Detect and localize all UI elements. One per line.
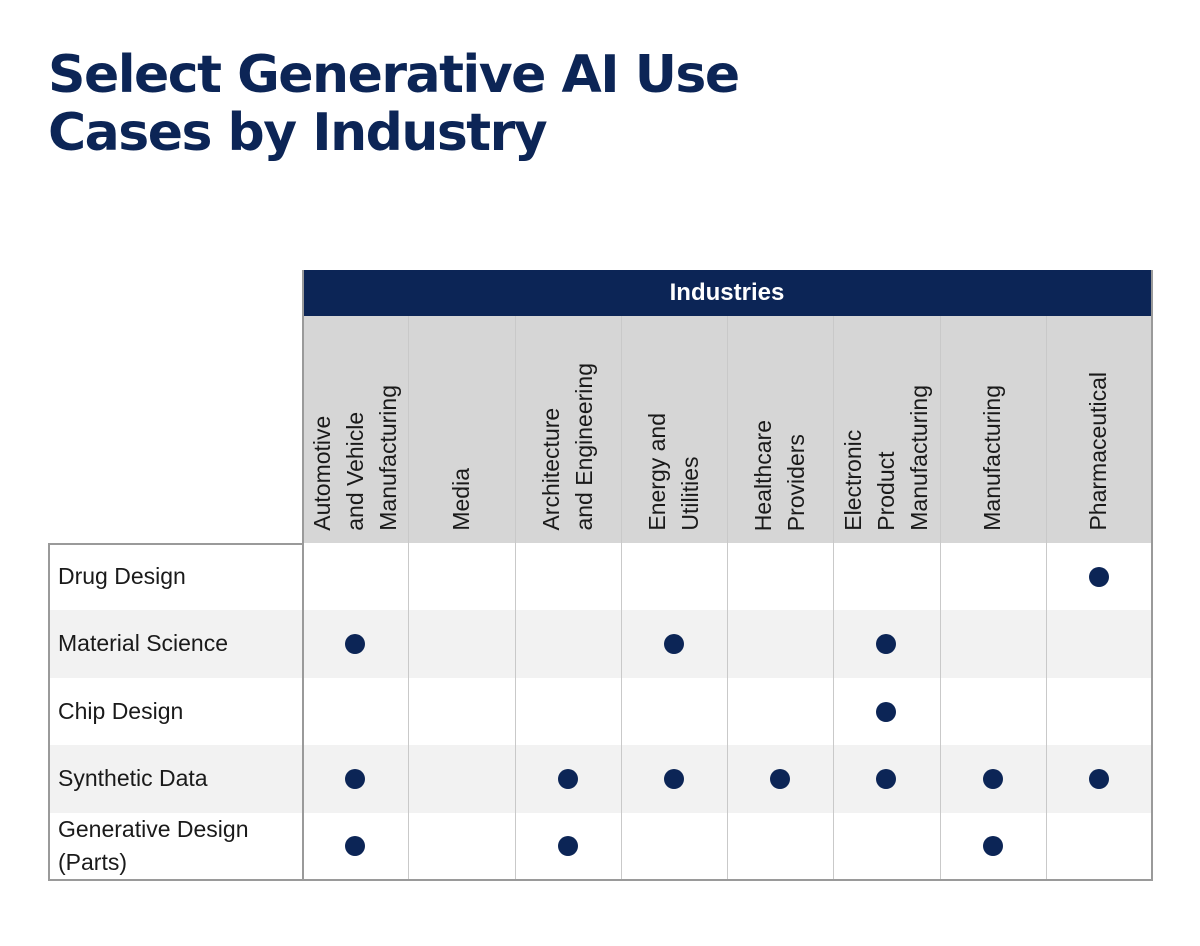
- use-case-dot: [663, 634, 684, 655]
- use-case-dot: [345, 768, 366, 789]
- column-header: Automotive and Vehicle Manufacturing: [302, 316, 408, 543]
- use-case-dot: [1088, 768, 1109, 789]
- column-header-line: Providers: [783, 433, 809, 531]
- row-label-text: Synthetic Data: [58, 762, 208, 795]
- column-header-line: Utilities: [676, 456, 703, 531]
- row-label-text: Material Science: [58, 627, 228, 660]
- use-case-dot: [876, 768, 897, 789]
- column-header: Architecture and Engineering: [515, 316, 621, 543]
- column-header-line: Manufacturing: [979, 385, 1005, 531]
- column-header: Energy and Utilities: [621, 316, 727, 543]
- column-header: Electronic Product Manufacturing: [833, 316, 939, 543]
- column-header-label: Energy and Utilities: [641, 413, 707, 531]
- column-header-line: Automotive: [308, 415, 335, 531]
- use-case-dot: [876, 701, 897, 722]
- page-title: Select Generative AI Use Cases by Indust…: [48, 46, 948, 162]
- column-header-line: Media: [447, 468, 474, 531]
- row-label: Synthetic Data: [58, 745, 298, 812]
- use-case-dot: [982, 836, 1003, 857]
- column-header-line: and Vehicle: [341, 412, 368, 531]
- column-header-line: Electronic: [839, 430, 866, 531]
- row-stripe: [48, 610, 1152, 678]
- column-header-line: Architecture: [537, 408, 564, 531]
- column-divider: [408, 316, 410, 880]
- frame-line: [48, 543, 302, 545]
- use-case-dot: [557, 768, 578, 789]
- row-label: Drug Design: [58, 543, 298, 610]
- column-header: Media: [408, 316, 514, 543]
- row-label-line: Material Science: [58, 630, 229, 657]
- title-line-1: Select Generative AI Use: [48, 45, 740, 105]
- row-label-text: Chip Design: [58, 695, 183, 728]
- column-header-label: Manufacturing: [976, 385, 1009, 531]
- row-label-text: Drug Design: [58, 560, 186, 593]
- row-stripe: [48, 745, 1152, 813]
- frame-line: [48, 543, 50, 880]
- column-header-line: and Engineering: [570, 363, 597, 531]
- frame-line: [48, 879, 1153, 881]
- column-divider: [620, 316, 622, 880]
- row-label: Generative Design (Parts): [58, 813, 298, 880]
- column-header: Pharmaceutical: [1046, 316, 1152, 543]
- column-header: Manufacturing: [940, 316, 1046, 543]
- column-divider: [1045, 316, 1047, 880]
- row-label: Chip Design: [58, 678, 298, 745]
- column-header-line: Manufacturing: [905, 385, 932, 531]
- row-label-line: Synthetic Data: [58, 765, 208, 792]
- column-header-label: Pharmaceutical: [1082, 372, 1115, 531]
- column-header-line: Energy and: [643, 413, 670, 531]
- frame-line: [302, 270, 304, 880]
- use-case-dot: [345, 836, 366, 857]
- column-header-label: Electronic Product Manufacturing: [837, 385, 936, 531]
- column-header: Healthcare Providers: [727, 316, 833, 543]
- use-case-dot: [345, 634, 366, 655]
- frame-line: [1151, 270, 1153, 880]
- column-header-line: Healthcare: [750, 419, 776, 531]
- row-label-text: Generative Design (Parts): [58, 813, 249, 879]
- column-header-label: Architecture and Engineering: [535, 363, 601, 531]
- title-line-2: Cases by Industry: [48, 103, 548, 163]
- column-header-line: Manufacturing: [374, 385, 401, 531]
- industries-header: Industries: [302, 270, 1152, 316]
- column-divider: [514, 316, 516, 880]
- row-label: Material Science: [58, 610, 298, 677]
- row-label-line: Generative Design: [58, 816, 249, 843]
- column-header-label: Media: [445, 468, 478, 531]
- column-divider: [939, 316, 941, 880]
- use-case-dot: [982, 768, 1003, 789]
- use-case-dot: [876, 634, 897, 655]
- column-header-line: Pharmaceutical: [1085, 372, 1112, 531]
- row-label-line: (Parts): [58, 849, 127, 876]
- row-label-line: Drug Design: [58, 563, 186, 589]
- column-header-label: Healthcare Providers: [747, 420, 813, 531]
- use-case-dot: [663, 768, 684, 789]
- use-case-dot: [1088, 566, 1109, 587]
- use-case-dot: [770, 768, 791, 789]
- column-header-label: Automotive and Vehicle Manufacturing: [306, 385, 405, 531]
- column-divider: [833, 316, 835, 880]
- row-label-line: Chip Design: [58, 697, 184, 724]
- use-case-dot: [557, 836, 578, 857]
- column-header-line: Product: [872, 451, 899, 531]
- column-divider: [727, 316, 728, 880]
